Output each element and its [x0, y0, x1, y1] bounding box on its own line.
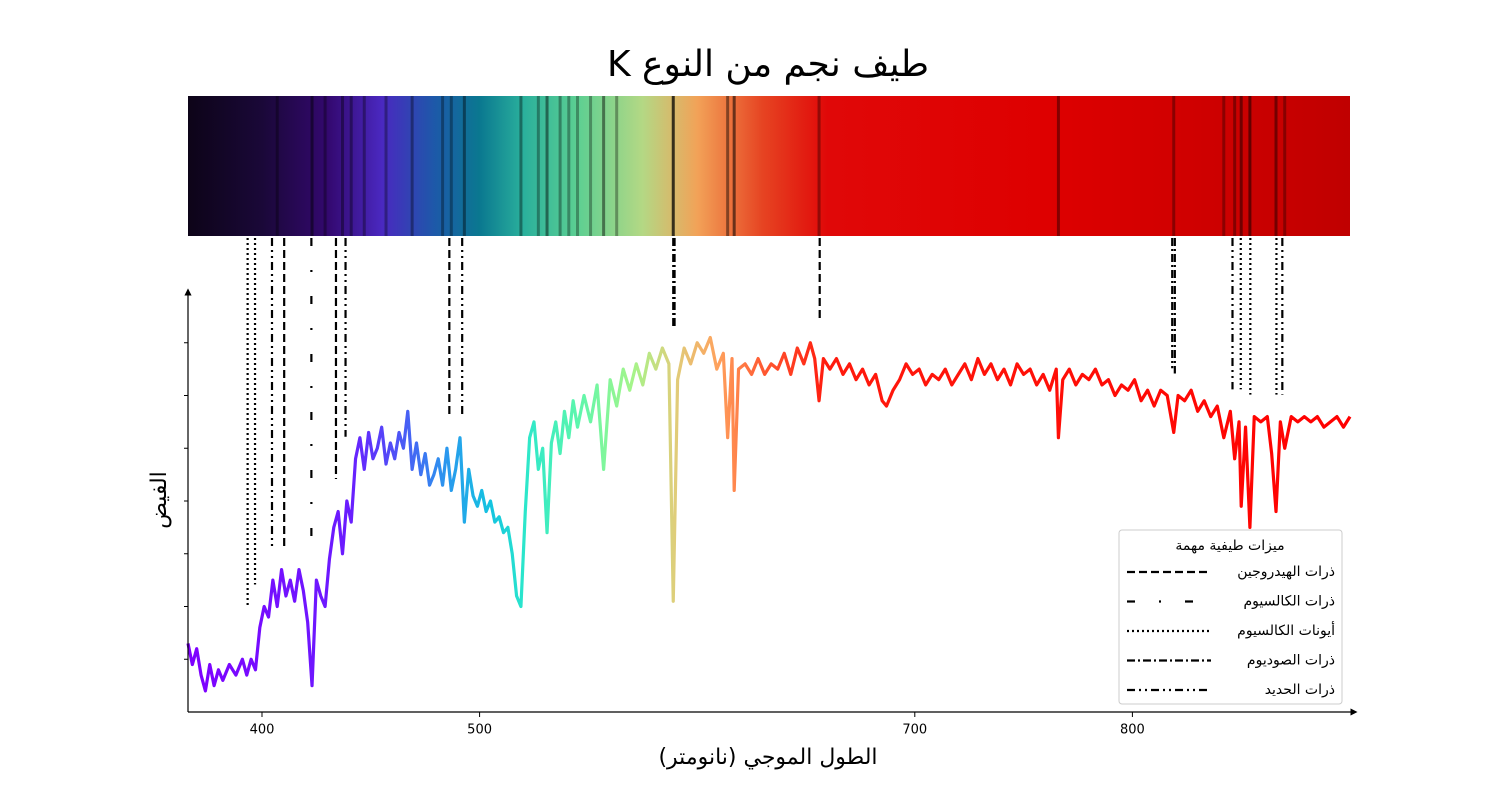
legend-box — [1118, 529, 1343, 705]
strip-absorption — [462, 96, 466, 236]
legend-title: ميزات طيفية مهمة — [1175, 538, 1284, 554]
x-tick-label: 400 — [250, 723, 275, 738]
strip-absorption — [275, 96, 279, 236]
strip-absorption — [1233, 96, 1237, 236]
strip-absorption — [1222, 96, 1226, 236]
strip-absorption — [410, 96, 414, 236]
spectrum-line — [186, 335, 1352, 693]
y-axis-label: الفيض — [147, 471, 172, 529]
feature-lines — [246, 238, 1284, 606]
x-tick-label: 800 — [1120, 723, 1145, 738]
strip-absorption — [1283, 96, 1287, 236]
strip-absorption — [349, 96, 353, 236]
legend-label: ذرات الهيدروجين — [1237, 564, 1335, 580]
strip-absorption — [362, 96, 366, 236]
legend-label: ذرات الكالسيوم — [1243, 594, 1335, 610]
legend: ميزات طيفية مهمة ذرات الهيدروجين ذرات الك… — [1118, 529, 1343, 705]
x-tick-label: 700 — [902, 723, 927, 738]
strip-absorption — [545, 96, 549, 236]
strip-absorption — [1274, 96, 1278, 236]
strip-absorption — [817, 96, 821, 236]
strip-absorption — [615, 96, 619, 236]
plot: 400 500 700 800 — [184, 335, 1352, 738]
strip-absorption — [576, 96, 580, 236]
strip-absorption — [602, 96, 606, 236]
strip-absorption — [671, 96, 675, 236]
strip-absorption — [589, 96, 593, 236]
legend-label: أيونات الكالسيوم — [1237, 621, 1335, 639]
strip-lines — [275, 96, 1287, 236]
spectrum-strip — [188, 96, 1350, 236]
legend-label: ذرات الصوديوم — [1247, 653, 1335, 669]
chart-title: طيف نجم من النوع K — [607, 44, 929, 85]
strip-absorption — [441, 96, 445, 236]
strip-absorption — [310, 96, 314, 236]
strip-absorption — [384, 96, 388, 236]
strip-absorption — [1172, 96, 1176, 236]
strip-absorption — [449, 96, 453, 236]
x-axis-label: الطول الموجي (نانومتر) — [658, 745, 877, 770]
strip-absorption — [1056, 96, 1060, 236]
strip-absorption — [726, 96, 730, 236]
strip-absorption — [1239, 96, 1243, 236]
strip-absorption — [732, 96, 736, 236]
strip-absorption — [1248, 96, 1252, 236]
strip-absorption — [340, 96, 344, 236]
strip-absorption — [519, 96, 523, 236]
strip-absorption — [323, 96, 327, 236]
strip-absorption — [567, 96, 571, 236]
strip-absorption — [558, 96, 562, 236]
strip-absorption — [536, 96, 540, 236]
legend-label: ذرات الحديد — [1265, 682, 1335, 698]
x-tick-label: 500 — [467, 723, 492, 738]
